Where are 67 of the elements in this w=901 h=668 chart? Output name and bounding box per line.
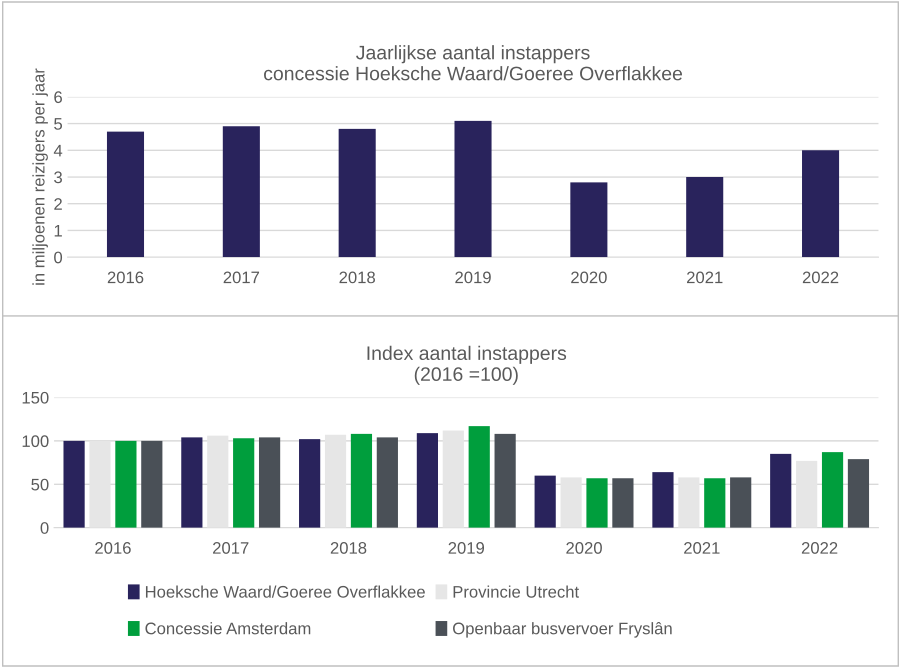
bar	[468, 426, 490, 528]
bar	[822, 452, 844, 528]
bar	[802, 150, 840, 258]
x-tick-label: 2016	[95, 542, 131, 554]
bar	[730, 477, 752, 528]
bar	[652, 472, 674, 528]
bar	[848, 459, 870, 528]
y-tick-label: 2	[54, 198, 62, 210]
y-tick-label: 6	[54, 91, 62, 104]
y-axis-title: in miljoenen reizigers per jaar	[32, 68, 48, 285]
bar	[704, 478, 726, 528]
bar	[338, 128, 376, 258]
bar	[770, 454, 792, 528]
x-tick-label: 2020	[571, 272, 607, 284]
y-tick-label: 5	[54, 118, 62, 130]
x-tick-label: 2019	[455, 272, 491, 284]
legend-label: Openbaar busvervoer Fryslân	[453, 622, 672, 638]
bar	[350, 434, 372, 528]
bar	[376, 437, 398, 528]
bar	[494, 434, 516, 528]
bar	[612, 478, 634, 528]
x-tick-label: 2021	[684, 542, 720, 554]
legend-label: Hoeksche Waard/Goeree Overflakkee	[146, 585, 425, 598]
x-tick-label: 2022	[802, 542, 838, 554]
bar	[258, 437, 280, 528]
bar	[141, 440, 162, 528]
bar	[324, 434, 346, 528]
bar	[678, 477, 700, 528]
bar	[686, 177, 724, 258]
bar	[534, 476, 556, 528]
bar	[796, 460, 818, 528]
chart-title: Index aantal instappers (2016 =100)	[368, 346, 566, 385]
x-tick-label: 2020	[566, 542, 602, 554]
bar	[416, 433, 438, 528]
y-tick-label: 50	[31, 478, 49, 491]
x-tick-label: 2017	[224, 272, 260, 284]
bar	[442, 430, 464, 528]
bar	[207, 436, 228, 528]
bar	[115, 440, 136, 528]
y-tick-label: 1	[54, 225, 62, 236]
y-tick-label: 4	[54, 144, 62, 156]
bar	[222, 126, 260, 258]
y-tick-label: 0	[54, 252, 62, 264]
y-tick-label: 150	[22, 392, 49, 404]
bar	[181, 437, 202, 528]
legend-label: Provincie Utrecht	[454, 585, 580, 598]
bar	[106, 132, 144, 258]
x-tick-label: 2021	[687, 272, 722, 284]
legend-label: Concessie Amsterdam	[145, 622, 310, 634]
bar	[63, 440, 85, 528]
bar	[570, 182, 608, 258]
bar	[454, 120, 492, 258]
bar	[89, 440, 111, 528]
bar	[233, 438, 254, 528]
y-tick-label: 3	[54, 171, 62, 184]
bar	[560, 477, 582, 528]
bar	[586, 478, 608, 528]
x-tick-label: 2018	[330, 542, 366, 554]
y-tick-label: 0	[40, 522, 49, 534]
x-tick-label: 2018	[339, 272, 375, 284]
x-tick-label: 2019	[448, 542, 484, 554]
bar	[299, 439, 320, 528]
x-tick-label: 2022	[802, 272, 838, 284]
x-tick-label: 2016	[108, 272, 144, 284]
chart-title: Jaarlijkse aantal instappers concessie Hoeksche Waard/Goeree Overflakkee	[264, 45, 682, 80]
y-tick-label: 100	[22, 435, 49, 448]
x-tick-label: 2017	[213, 542, 248, 554]
